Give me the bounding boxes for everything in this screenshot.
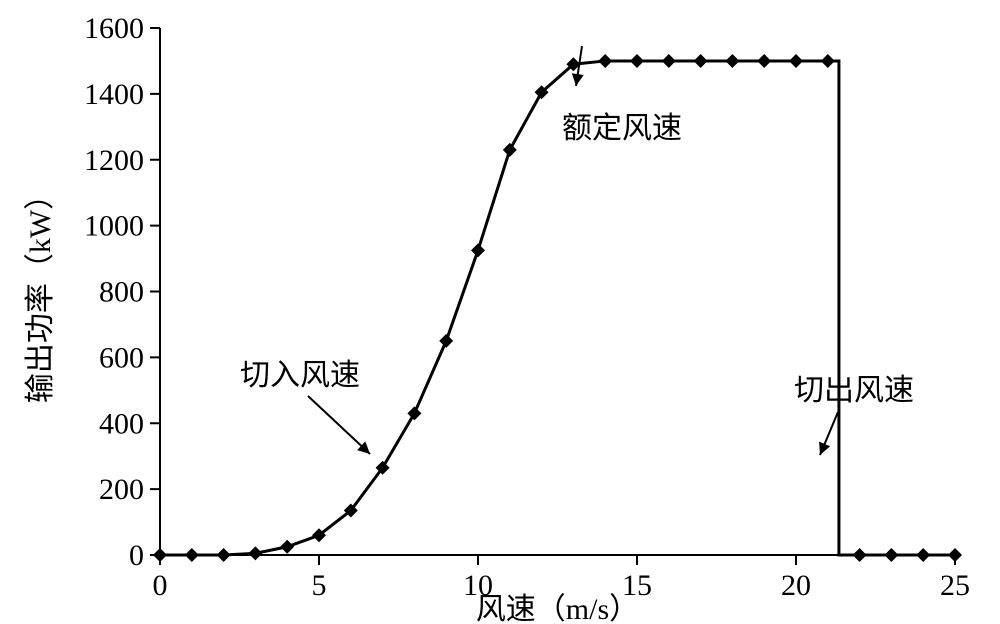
data-marker [884,548,898,562]
data-marker [503,143,517,157]
data-marker [694,54,708,68]
data-marker [789,54,803,68]
data-marker [662,54,676,68]
y-tick-label: 1600 [84,12,144,45]
y-tick-label: 200 [99,473,144,506]
annotation-arrow [308,396,370,454]
data-marker [853,548,867,562]
y-tick-label: 1400 [84,78,144,111]
annotation-rated: 额定风速 [562,112,682,145]
data-marker [916,548,930,562]
data-marker [725,54,739,68]
power-curve [160,61,955,555]
y-axis-label: 输出功率（kW） [24,180,57,403]
data-marker [598,54,612,68]
data-marker [471,243,485,257]
data-marker [217,548,231,562]
data-marker [757,54,771,68]
y-tick-label: 1200 [84,144,144,177]
annotation-arrowhead [572,73,584,86]
data-marker [439,334,453,348]
x-axis-label: 风速（m/s） [476,593,639,624]
data-marker [630,54,644,68]
annotation-cut-in: 切入风速 [240,359,360,392]
data-marker [280,540,294,554]
y-tick-label: 800 [99,276,144,309]
data-marker [248,546,262,560]
x-tick-label: 5 [312,569,327,602]
power-curve-chart: 051015202502004006008001000120014001600风… [0,0,1000,624]
data-marker [821,54,835,68]
y-tick-label: 400 [99,407,144,440]
data-marker [407,406,421,420]
data-marker [185,548,199,562]
y-tick-label: 1000 [84,210,144,243]
y-tick-label: 600 [99,341,144,374]
chart-svg: 051015202502004006008001000120014001600风… [0,0,1000,624]
annotation-cut-out: 切出风速 [794,374,914,407]
y-tick-label: 0 [129,539,144,572]
x-tick-label: 0 [153,569,168,602]
data-marker [948,548,962,562]
x-tick-label: 25 [940,569,970,602]
x-tick-label: 20 [781,569,811,602]
axes [160,28,955,555]
data-marker [153,548,167,562]
